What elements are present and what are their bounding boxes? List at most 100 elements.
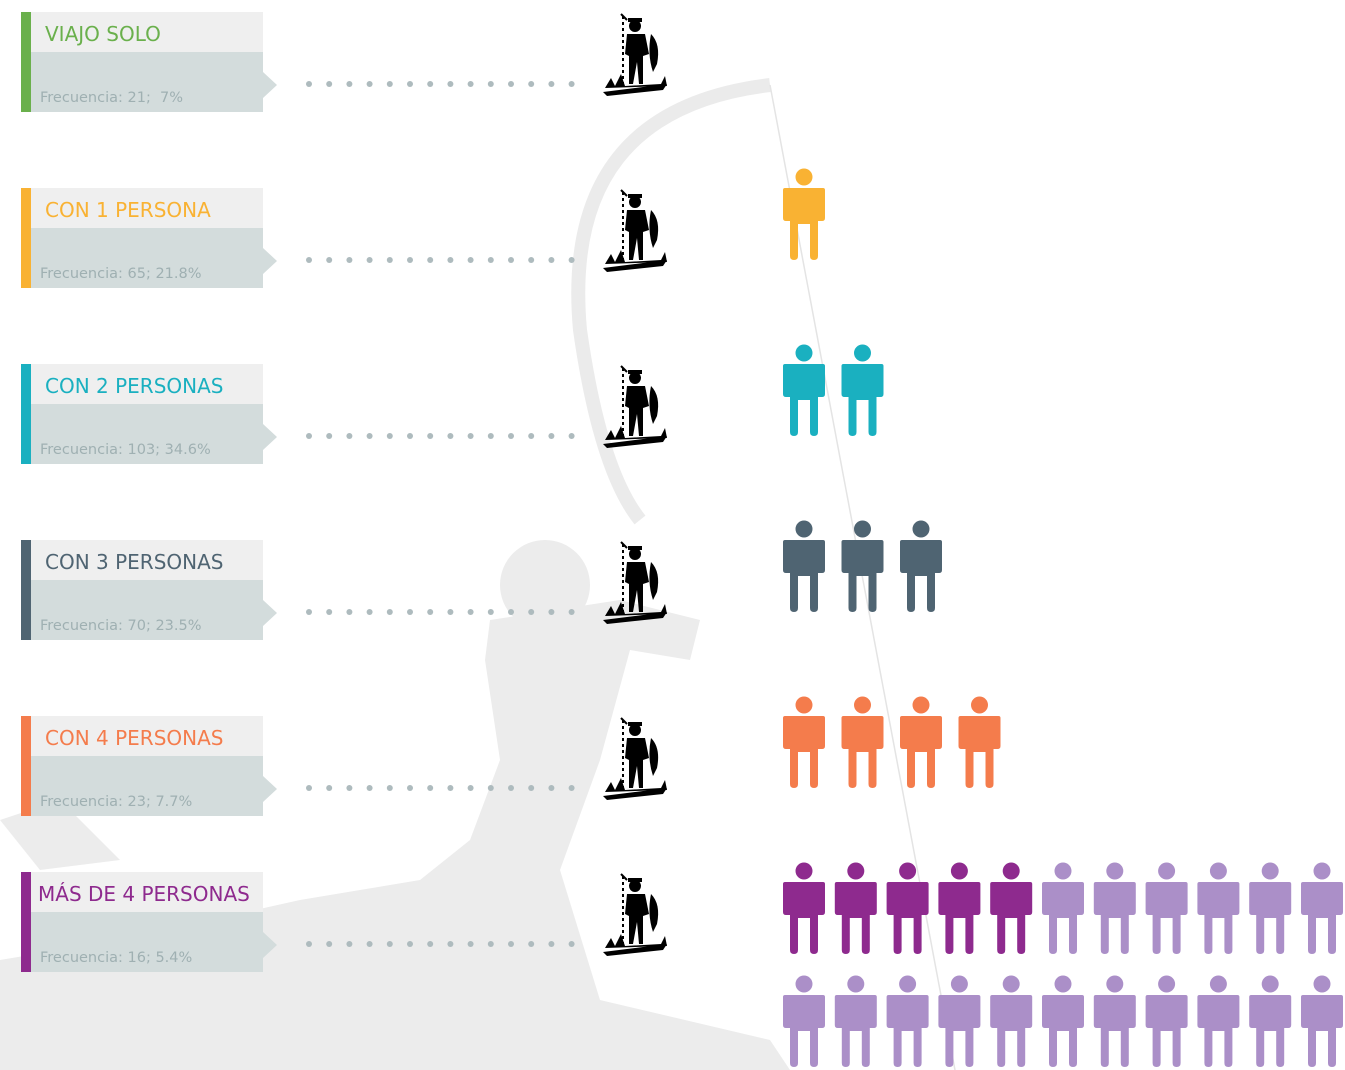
dot: [367, 433, 373, 439]
dot: [407, 257, 413, 263]
dot: [569, 785, 575, 791]
person-icon: [835, 863, 877, 955]
dot: [468, 257, 474, 263]
dot: [508, 257, 514, 263]
dot: [488, 81, 494, 87]
row-frequency: Frecuencia: 23; 7.7%: [40, 794, 192, 810]
fisher-icon: [603, 366, 667, 448]
dot: [427, 785, 433, 791]
dot: [488, 257, 494, 263]
dot: [326, 609, 332, 615]
dot: [387, 941, 393, 947]
dot: [387, 785, 393, 791]
row-title: VIAJO SOLO: [45, 22, 161, 46]
dot: [306, 433, 312, 439]
dot: [447, 81, 453, 87]
infographic: VIAJO SOLOFrecuencia: 21; 7%CON 1 PERSON…: [0, 0, 1345, 1070]
dot: [306, 257, 312, 263]
person-icon: [959, 697, 1001, 789]
dot: [387, 257, 393, 263]
dot: [569, 433, 575, 439]
dot: [407, 941, 413, 947]
dot: [346, 785, 352, 791]
dot: [548, 81, 554, 87]
dot: [548, 609, 554, 615]
row-title: CON 1 PERSONA: [45, 198, 211, 222]
row-title: CON 2 PERSONAS: [45, 374, 223, 398]
dot: [407, 609, 413, 615]
dot: [528, 81, 534, 87]
dot: [367, 609, 373, 615]
person-icon: [1197, 863, 1239, 955]
dot: [427, 433, 433, 439]
person-icon: [1197, 976, 1239, 1068]
dot: [306, 941, 312, 947]
dot: [447, 785, 453, 791]
person-icon: [1094, 976, 1136, 1068]
dot: [447, 433, 453, 439]
person-icon: [783, 976, 825, 1068]
dot: [508, 941, 514, 947]
person-icon: [1301, 976, 1343, 1068]
person-icon: [842, 521, 884, 613]
row-frequency: Frecuencia: 103; 34.6%: [40, 442, 211, 458]
dot: [528, 785, 534, 791]
row: CON 1 PERSONA Frecuencia: 65; 21.8%: [21, 169, 825, 289]
row: CON 3 PERSONAS Frecuencia: 70; 23.5%: [21, 521, 942, 641]
dot: [326, 941, 332, 947]
row-frequency: Frecuencia: 16; 5.4%: [40, 950, 192, 966]
dot: [468, 433, 474, 439]
dot: [508, 785, 514, 791]
person-icon: [938, 976, 980, 1068]
dot: [427, 81, 433, 87]
dot: [447, 609, 453, 615]
person-icon: [938, 863, 980, 955]
person-icon: [842, 697, 884, 789]
dot: [468, 81, 474, 87]
person-icon: [783, 345, 825, 437]
dot: [468, 609, 474, 615]
person-icon: [835, 976, 877, 1068]
dot: [326, 257, 332, 263]
dot: [387, 609, 393, 615]
person-icon: [990, 976, 1032, 1068]
color-bar: [21, 364, 31, 464]
color-bar: [21, 188, 31, 288]
dot: [306, 81, 312, 87]
color-bar: [21, 12, 31, 112]
row-title: CON 4 PERSONAS: [45, 726, 223, 750]
dot: [387, 433, 393, 439]
dot: [326, 81, 332, 87]
dot: [427, 257, 433, 263]
dot: [488, 433, 494, 439]
dot: [407, 433, 413, 439]
dot: [528, 257, 534, 263]
dot: [367, 81, 373, 87]
dot: [346, 941, 352, 947]
dot: [346, 81, 352, 87]
dot: [387, 81, 393, 87]
dot: [528, 609, 534, 615]
dot: [346, 609, 352, 615]
row-frequency: Frecuencia: 70; 23.5%: [40, 618, 202, 634]
dot: [488, 609, 494, 615]
dot: [488, 785, 494, 791]
dot: [508, 609, 514, 615]
row-title: CON 3 PERSONAS: [45, 550, 223, 574]
dot: [447, 941, 453, 947]
dot: [367, 785, 373, 791]
person-icon: [1042, 863, 1084, 955]
person-icon: [783, 697, 825, 789]
dot: [427, 609, 433, 615]
dot: [569, 81, 575, 87]
dot: [326, 433, 332, 439]
dot: [488, 941, 494, 947]
dot: [468, 785, 474, 791]
person-icon: [1249, 976, 1291, 1068]
person-icon: [783, 863, 825, 955]
color-bar: [21, 716, 31, 816]
row-frequency: Frecuencia: 65; 21.8%: [40, 266, 202, 282]
person-icon: [990, 863, 1032, 955]
dot: [548, 785, 554, 791]
